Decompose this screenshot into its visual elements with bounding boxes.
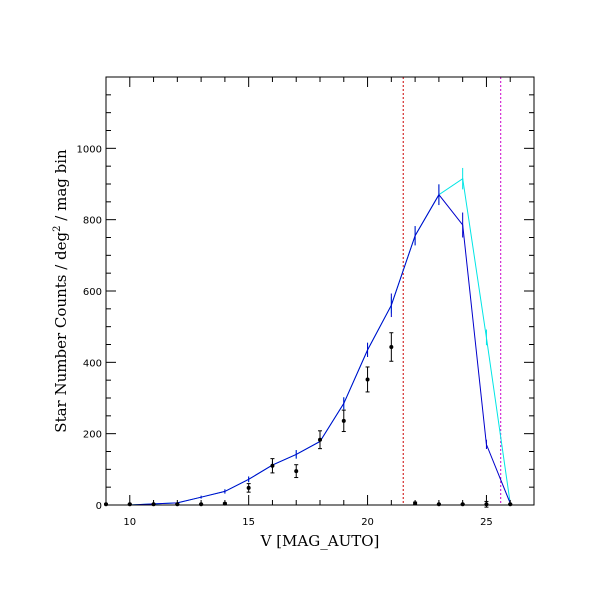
- series-2-line: [106, 193, 511, 506]
- y-tick-label: 0: [96, 501, 102, 512]
- y-tick-label: 1000: [77, 144, 102, 155]
- data-point: [270, 463, 275, 468]
- axes: 10 15 20 25 0 200 400 600 800 1000: [77, 76, 535, 528]
- y-tick-label: 400: [83, 358, 102, 369]
- y-axis-title-main: Star Number Counts / deg: [52, 231, 70, 432]
- y-axis-title: Star Number Counts / deg2 / mag bin: [52, 149, 70, 433]
- data-point: [389, 344, 394, 349]
- x-tick-label: 10: [123, 517, 136, 528]
- data-point: [341, 418, 346, 423]
- y-tick-label: 800: [83, 216, 102, 227]
- y-tick-label: 200: [83, 430, 102, 441]
- data-point: [365, 377, 370, 382]
- data-point: [246, 485, 251, 490]
- x-tick-label: 25: [480, 517, 493, 528]
- y-axis-title-tail: / mag bin: [52, 149, 70, 226]
- data-point: [294, 469, 299, 474]
- x-tick-label: 15: [242, 517, 255, 528]
- data-point: [318, 437, 322, 442]
- x-tick-label: 20: [361, 517, 374, 528]
- y-axis-title-sup: 2: [52, 225, 63, 231]
- y-tick-label: 600: [83, 287, 102, 298]
- x-axis-title: V [MAG_AUTO]: [260, 532, 380, 550]
